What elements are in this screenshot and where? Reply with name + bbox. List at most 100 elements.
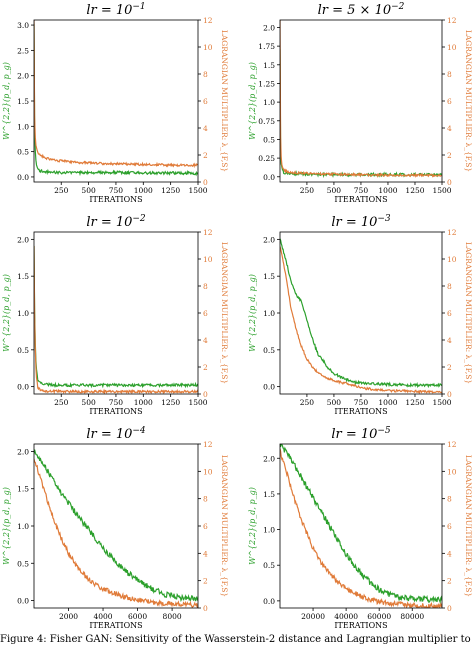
x-tick-label: 2000	[59, 612, 78, 621]
y2-axis-label: LAGRANGIAN MULTIPLIER: λ_{F,S}	[220, 30, 229, 172]
y-tick-label: 2.0	[263, 454, 275, 463]
y-tick-label: 0.0	[263, 597, 275, 606]
y2-tick-label: 8	[447, 495, 452, 504]
y-tick-label: 2.5	[17, 46, 29, 55]
y-tick-label: 0.0	[263, 173, 275, 182]
x-tick-label: 750	[109, 186, 124, 195]
y-tick-label: 1.0	[17, 522, 29, 531]
y-tick-label: 1.0	[17, 122, 29, 131]
y2-tick-label: 0	[203, 390, 208, 399]
x-tick-label: 750	[109, 398, 124, 407]
x-tick-label: 1500	[432, 186, 451, 195]
y2-tick-label: 4	[447, 336, 452, 345]
y2-tick-label: 10	[447, 43, 457, 52]
y2-tick-label: 2	[203, 363, 208, 372]
y2-tick-label: 8	[203, 70, 208, 79]
y-tick-label: 0.0	[17, 597, 29, 606]
y-axis-label: W^{2,2}(p_d, p_g)	[2, 274, 11, 352]
x-tick-label: 40000	[334, 612, 358, 621]
y-tick-label: 1.5	[17, 272, 29, 281]
x-tick-label: 60000	[367, 612, 391, 621]
y2-axis-label: LAGRANGIAN MULTIPLIER: λ_{F,S}	[220, 455, 229, 597]
plot-frame	[33, 231, 199, 395]
y2-tick-label: 6	[447, 522, 452, 531]
y2-tick-label: 6	[447, 309, 452, 318]
y2-axis-label: LAGRANGIAN MULTIPLIER: λ_{F,S}	[464, 455, 473, 597]
series-line-w22	[280, 49, 442, 179]
y2-tick-label: 2	[447, 577, 452, 586]
y-tick-label: 1.0	[17, 309, 29, 318]
y2-tick-label: 12	[447, 440, 457, 449]
y2-tick-label: 4	[203, 549, 208, 558]
figure-caption: Figure 4: Fisher GAN: Sensitivity of the…	[0, 634, 474, 645]
figure-canvas: lr = 10−1 0.0 0.5 1.0 1.5 2.0 2.5 3.0 0 2 4 6 8 10 12 2…	[2, 2, 473, 630]
x-tick-label: 250	[300, 186, 315, 195]
series-line-w22	[280, 238, 442, 389]
series-line-w22	[34, 23, 198, 177]
y-tick-label: 2.0	[263, 23, 275, 32]
y2-axis-label: LAGRANGIAN MULTIPLIER: λ_{F,S}	[464, 30, 473, 172]
x-tick-label: 1250	[161, 398, 180, 407]
x-tick-label: 750	[354, 398, 369, 407]
y-axis-label: W^{2,2}(p_d, p_g)	[248, 487, 257, 565]
y2-tick-label: 0	[447, 390, 452, 399]
y2-tick-label: 0	[203, 604, 208, 613]
x-tick-label: 500	[81, 186, 96, 195]
series-line-lagrangian	[280, 448, 442, 608]
series-line-lagrangian	[34, 246, 198, 394]
y2-tick-label: 12	[203, 16, 213, 25]
y2-tick-label: 6	[203, 522, 208, 531]
series-line-lagrangian	[280, 246, 442, 394]
y2-tick-label: 10	[203, 467, 213, 476]
x-tick-label: 1000	[134, 186, 153, 195]
y2-tick-label: 0	[447, 604, 452, 613]
x-axis-label: ITERATIONS	[89, 407, 142, 416]
y-tick-label: 1.5	[263, 490, 275, 499]
x-axis-label: ITERATIONS	[89, 195, 142, 204]
x-tick-label: 500	[327, 186, 342, 195]
y-axis-label: W^{2,2}(p_d, p_g)	[2, 62, 11, 140]
y-tick-label: 0.25	[258, 154, 275, 163]
chart-title: lr = 10−5	[331, 426, 391, 442]
y2-tick-label: 10	[203, 255, 213, 264]
plot-frame	[279, 231, 443, 395]
y2-tick-label: 8	[203, 282, 208, 291]
x-tick-label: 8000	[163, 612, 182, 621]
chart-panel-5: lr = 10−4 0.0 0.5 1.0 1.5 2.0 0 2 4 6 8 10 12 2000 400…	[2, 426, 229, 630]
y-axis-label: W^{2,2}(p_d, p_g)	[2, 487, 11, 565]
x-tick-label: 20000	[301, 612, 325, 621]
y2-tick-label: 8	[203, 495, 208, 504]
y2-axis-label: LAGRANGIAN MULTIPLIER: λ_{F,S}	[464, 242, 473, 384]
x-axis-label: ITERATIONS	[334, 621, 387, 630]
y-tick-label: 0.0	[17, 173, 29, 182]
x-tick-label: 4000	[93, 612, 112, 621]
y-tick-label: 2.0	[17, 72, 29, 81]
chart-title: lr = 10−2	[86, 214, 146, 230]
y2-tick-label: 2	[203, 577, 208, 586]
plot-frame	[33, 19, 199, 183]
x-tick-label: 1000	[378, 186, 397, 195]
x-tick-label: 1500	[432, 398, 451, 407]
y2-tick-label: 8	[447, 70, 452, 79]
y-tick-label: 2.0	[17, 447, 29, 456]
y-tick-label: 1.75	[258, 42, 275, 51]
y-tick-label: 1.5	[263, 61, 275, 70]
chart-panel-6: lr = 10−5 0.0 0.5 1.0 1.5 2.0 0 2 4 6 8 10 12 20000 40…	[248, 426, 473, 630]
y-tick-label: 0.5	[17, 148, 29, 157]
y-tick-label: 0.0	[17, 383, 29, 392]
y2-tick-label: 2	[203, 151, 208, 160]
x-axis-label: ITERATIONS	[334, 195, 387, 204]
x-tick-label: 250	[54, 186, 69, 195]
y2-tick-label: 6	[203, 309, 208, 318]
series-line-lagrangian	[280, 20, 442, 178]
y2-tick-label: 12	[447, 228, 457, 237]
y2-tick-label: 12	[203, 228, 213, 237]
x-tick-label: 6000	[128, 612, 147, 621]
x-tick-label: 1000	[134, 398, 153, 407]
y-tick-label: 0.5	[17, 559, 29, 568]
chart-panel-3: lr = 10−2 0.0 0.5 1.0 1.5 2.0 0 2 4 6 8 10 12 250 500 7…	[2, 214, 229, 416]
x-tick-label: 500	[327, 398, 342, 407]
x-tick-label: 1250	[405, 398, 424, 407]
y2-tick-label: 6	[447, 97, 452, 106]
chart-title: lr = 10−1	[86, 2, 145, 18]
